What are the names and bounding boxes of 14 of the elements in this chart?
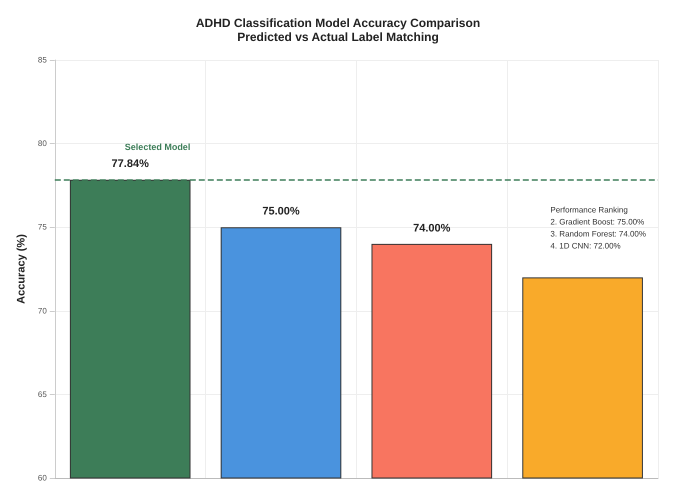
y-axis-title: Accuracy (%) xyxy=(16,234,28,304)
y-tick-label: 60 xyxy=(38,474,48,482)
data-label: 74.00% xyxy=(413,222,451,234)
y-tick-label: 65 xyxy=(38,390,48,399)
y-tick-label: 75 xyxy=(38,222,48,232)
annotation: Performance Ranking 2. Gradient Boost: 75.00% 3. Random Forest: 74.00% 4. 1D CNN: 72.00% xyxy=(550,206,646,250)
chart-title: ADHD Classification Model Accuracy Comparison xyxy=(196,16,480,30)
y-tick-label: 85 xyxy=(38,56,48,64)
data-label: 77.84% xyxy=(112,158,150,170)
y-tick-label: 70 xyxy=(38,306,48,316)
chart-subtitle: Predicted vs Actual Label Matching xyxy=(237,30,439,44)
y-tick-label: 80 xyxy=(38,139,48,148)
data-label: 75.00% xyxy=(262,206,300,218)
ref-line-label: Selected Model xyxy=(124,142,190,152)
